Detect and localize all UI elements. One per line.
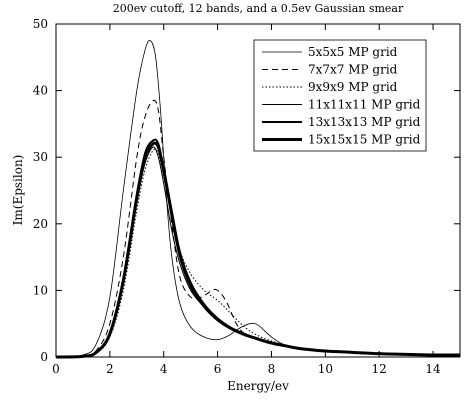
legend-label-4: 11x11x11 MP grid: [308, 98, 421, 112]
x-tick-label: 12: [372, 362, 387, 376]
x-tick-label: 0: [52, 362, 60, 376]
legend-label-5: 13x13x13 MP grid: [308, 115, 421, 129]
plot-frame: [55, 23, 461, 358]
x-tick-label: 14: [425, 362, 441, 376]
y-tick-label: 20: [33, 217, 48, 231]
x-tick-label: 2: [106, 362, 114, 376]
y-tick-label: 40: [33, 84, 48, 98]
y-tick-label: 10: [33, 283, 48, 297]
x-tick-label: 8: [268, 362, 276, 376]
legend-label-2: 7x7x7 MP grid: [308, 63, 398, 77]
x-tick-label: 10: [318, 362, 333, 376]
axis-ticks: 0 2 4 6 8 10 12 14 0 10 20 30 40 50: [33, 17, 460, 376]
chart-title: 200ev cutoff, 12 bands, and a 0.5ev Gaus…: [113, 2, 404, 15]
legend-label-6: 15x15x15 MP grid: [308, 133, 421, 147]
series-layer: [55, 40, 461, 359]
legend-label-1: 5x5x5 MP grid: [308, 45, 398, 59]
series-line-3: [55, 148, 461, 358]
x-tick-label: 4: [160, 362, 168, 376]
y-axis-title: Im(Epsilon): [11, 155, 25, 226]
x-axis-title: Energy/ev: [227, 379, 289, 393]
series-line-6: [55, 141, 461, 359]
legend-label-3: 9x9x9 MP grid: [308, 80, 398, 94]
x-tick-label: 6: [214, 362, 222, 376]
series-line-4: [55, 146, 461, 358]
legend-box: [253, 39, 427, 152]
y-tick-label: 50: [33, 17, 48, 31]
legend: 5x5x5 MP grid 7x7x7 MP grid 9x9x9 MP grid 1…: [253, 39, 427, 152]
y-tick-label: 30: [33, 150, 48, 164]
y-tick-label: 0: [40, 350, 48, 364]
